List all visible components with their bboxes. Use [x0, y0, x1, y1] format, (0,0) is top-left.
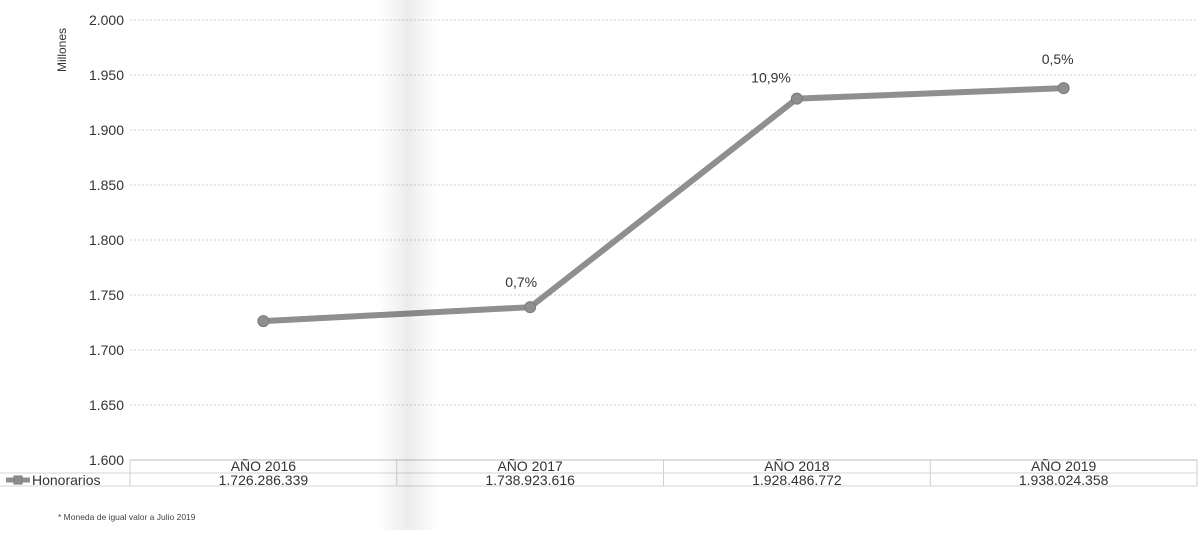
table-value: 1.938.024.358	[1019, 472, 1109, 488]
series-line-honorarios	[260, 85, 1067, 325]
y-tick-label: 1.650	[89, 397, 124, 413]
data-annotation: 0,5%	[1042, 51, 1074, 67]
data-point	[790, 92, 803, 105]
table-value: 1.738.923.616	[485, 472, 575, 488]
y-tick-label: 1.750	[89, 287, 124, 303]
x-tick-label: AÑO 2018	[764, 458, 830, 474]
x-tick-label: AÑO 2017	[497, 458, 563, 474]
data-point	[524, 301, 537, 314]
table-value: 1.726.286.339	[219, 472, 309, 488]
data-annotation: 10,9%	[751, 70, 791, 86]
table-value: 1.928.486.772	[752, 472, 842, 488]
y-tick-label: 2.000	[89, 12, 124, 28]
y-axis-label: Millones	[55, 28, 69, 72]
x-tick-label: AÑO 2016	[231, 458, 297, 474]
y-tick-label: 1.850	[89, 177, 124, 193]
legend-marker	[13, 475, 23, 485]
y-tick-label: 1.600	[89, 452, 124, 468]
footnote: * Moneda de igual valor a Julio 2019	[58, 512, 196, 522]
legend-label: Honorarios	[32, 472, 100, 488]
x-tick-label: AÑO 2019	[1031, 458, 1097, 474]
y-tick-label: 1.900	[89, 122, 124, 138]
y-tick-label: 1.800	[89, 232, 124, 248]
y-tick-label: 1.700	[89, 342, 124, 358]
y-tick-label: 1.950	[89, 67, 124, 83]
data-annotation: 0,7%	[505, 274, 537, 290]
data-point	[1057, 82, 1070, 95]
data-point	[257, 315, 270, 328]
